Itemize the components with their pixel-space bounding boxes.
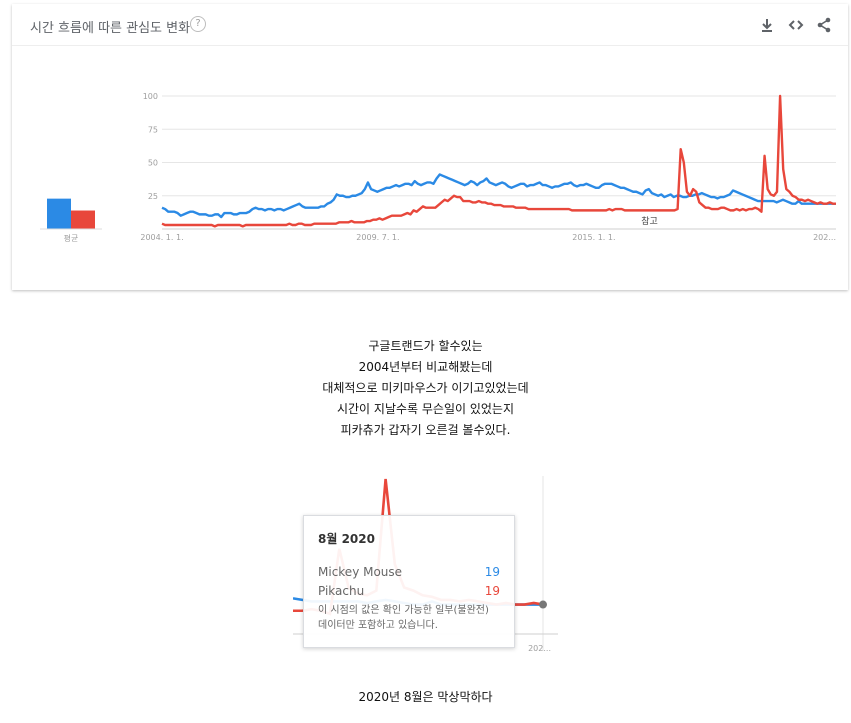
x-tick-label: 2015. 1. 1.	[572, 233, 615, 242]
tooltip-note: 이 시점의 값은 확인 가능한 일부(불완전) 데이터만 포함하고 있습니다.	[318, 605, 489, 631]
question-circle-icon[interactable]: ?	[190, 16, 206, 32]
caption-line: 피카츄가 갑자기 오른걸 볼수있다.	[340, 423, 511, 437]
tooltip-title: 8월 2020	[318, 532, 375, 546]
caption-text: 구글트랜드가 할수있는 2004년부터 비교해봤는데 대체적으로 미키마우스가 …	[0, 336, 851, 441]
annotation-label: 참고	[641, 216, 658, 227]
hover-point	[539, 600, 547, 609]
caption-line: 구글트랜드가 할수있는	[368, 339, 483, 353]
interest-over-time-card: 시간 흐름에 따른 관심도 변화 ? 평균 100 75 50 25 2004. 1. …	[12, 4, 848, 290]
average-bar	[47, 198, 71, 229]
y-tick-label: 25	[148, 192, 158, 201]
x-tick-label: 2009. 7. 1.	[356, 233, 399, 242]
caption-line: 대체적으로 미키마우스가 이기고있었는데	[322, 381, 529, 395]
tooltip-series-name: Mickey Mouse	[318, 565, 403, 579]
average-bar-chart: 평균	[40, 198, 102, 243]
download-icon[interactable]	[758, 16, 776, 34]
embed-icon[interactable]	[787, 16, 805, 34]
x-tick-label: 2004. 1. 1.	[140, 233, 183, 242]
tooltip-series-value: 19	[484, 565, 500, 579]
y-tick-label: 75	[148, 125, 158, 134]
x-tick-label: 202...	[528, 644, 551, 653]
tooltip-series-name: Pikachu	[318, 584, 365, 598]
y-tick-label: 50	[148, 159, 158, 168]
series-line-mickey-mouse	[161, 173, 836, 219]
line-chart: 100 75 50 25 2004. 1. 1. 2009. 7. 1. 2015. 1. …	[140, 92, 836, 242]
tooltip-row: Pikachu 19	[318, 584, 500, 598]
share-icon[interactable]	[815, 16, 833, 34]
tooltip-row: Mickey Mouse 19	[318, 565, 500, 579]
x-tick-label: 202...	[813, 233, 836, 242]
card-title: 시간 흐름에 따른 관심도 변화	[30, 21, 191, 36]
caption-line: 시간이 지날수록 무슨일이 있었는지	[336, 402, 515, 416]
bottom-caption: 2020년 8월은 막상막하다	[358, 690, 493, 704]
series-line-pikachu	[161, 94, 836, 228]
y-tick-label: 100	[143, 92, 158, 101]
hover-tooltip: 8월 2020 Mickey Mouse 19 Pikachu 19 이 시점의…	[303, 515, 515, 648]
tooltip-series-value: 19	[484, 584, 500, 598]
card-header: 시간 흐름에 따른 관심도 변화 ?	[12, 4, 848, 46]
average-label: 평균	[64, 233, 79, 243]
caption-line: 2004년부터 비교해봤는데	[358, 360, 493, 374]
average-bar	[71, 210, 95, 229]
